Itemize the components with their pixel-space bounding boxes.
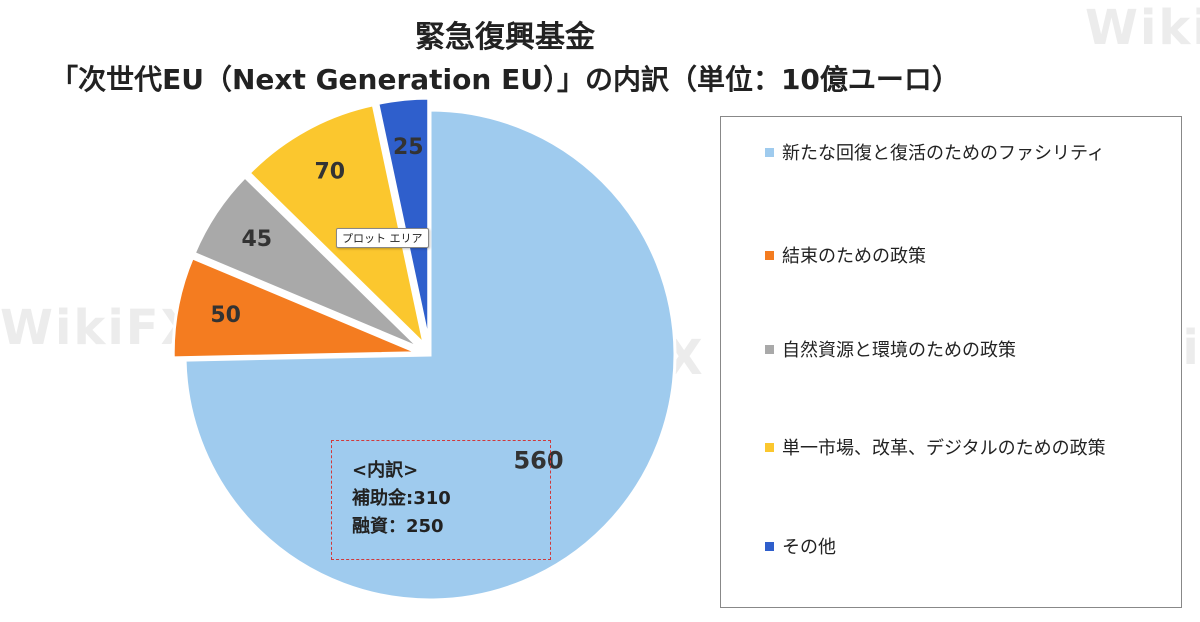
label-natural-resources: 45 — [241, 227, 272, 252]
legend-item-other[interactable]: その他 — [765, 533, 836, 559]
chart-legend: 新たな回復と復活のためのファシリティ 結束のための政策 自然資源と環境のための政… — [720, 116, 1182, 608]
legend-item-recovery[interactable]: 新たな回復と復活のためのファシリティ — [765, 139, 1105, 165]
label-single-market: 70 — [314, 160, 345, 185]
breakdown-grants: 補助金:310 — [352, 488, 451, 509]
slice-recovery[interactable] — [183, 108, 677, 602]
legend-label-other: その他 — [782, 537, 836, 558]
slice-natural-resources[interactable] — [192, 174, 422, 350]
legend-label-single-market: 単一市場、改革、デジタルのための政策 — [782, 438, 1106, 459]
label-other: 25 — [393, 135, 424, 160]
legend-item-single-market[interactable]: 単一市場、改革、デジタルのための政策 — [765, 434, 1106, 460]
legend-label-natural-resources: 自然資源と環境のための政策 — [782, 340, 1016, 361]
plot-area-tooltip: プロット エリア — [336, 228, 429, 248]
legend-label-recovery: 新たな回復と復活のためのファシリティ — [782, 143, 1105, 164]
chart-title: 緊急復興基金 — [415, 20, 595, 55]
label-cohesion: 50 — [210, 303, 241, 328]
label-recovery: 560 — [513, 446, 563, 474]
legend-swatch-single-market — [765, 442, 774, 452]
breakdown-loans: 融資：250 — [352, 516, 444, 537]
legend-item-cohesion[interactable]: 結束のための政策 — [765, 242, 926, 268]
slice-other[interactable] — [376, 96, 431, 344]
legend-swatch-recovery — [765, 147, 774, 157]
legend-item-natural-resources[interactable]: 自然資源と環境のための政策 — [765, 336, 1016, 362]
legend-swatch-cohesion — [765, 250, 774, 260]
breakdown-heading: <内訳> — [352, 460, 419, 481]
legend-label-cohesion: 結束のための政策 — [782, 246, 926, 267]
slice-single-market[interactable] — [247, 103, 427, 350]
breakdown-box: <内訳> 補助金:310 融資：250 — [331, 440, 551, 560]
legend-swatch-other — [765, 541, 774, 551]
chart-subtitle: 「次世代EU（Next Generation EU）」の内訳（単位：10億ユーロ… — [50, 63, 960, 96]
legend-swatch-natural-resources — [765, 344, 774, 354]
slice-cohesion[interactable] — [171, 255, 419, 360]
